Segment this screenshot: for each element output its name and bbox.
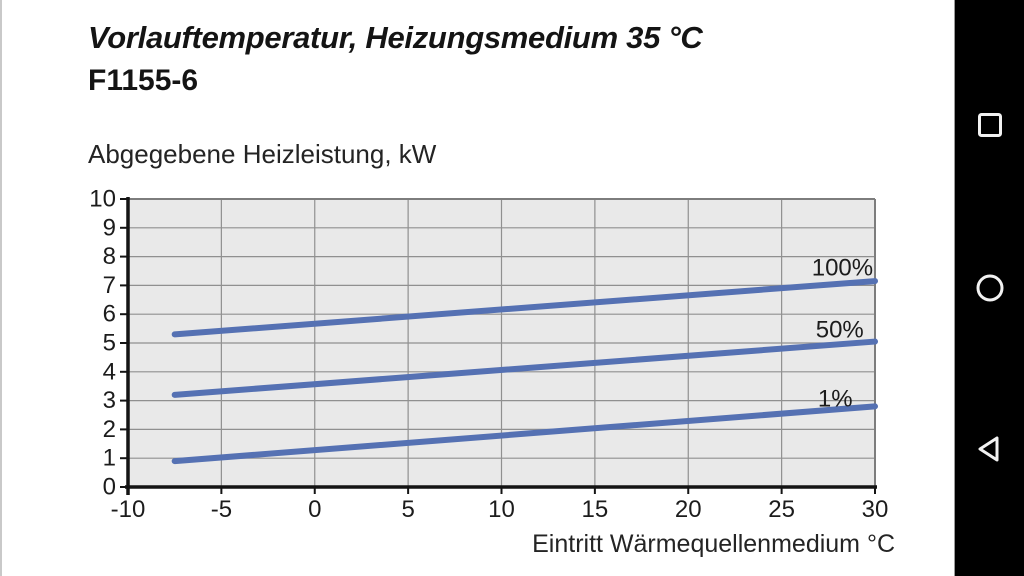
y-tick-label: 6 (103, 301, 116, 328)
model-subtitle: F1155-6 (88, 64, 199, 97)
x-tick-label: -10 (111, 496, 146, 523)
x-tick-label: 20 (675, 496, 702, 523)
x-tick-label: -5 (211, 496, 232, 523)
screen-left-edge-divider (0, 0, 2, 576)
series-label-100%: 100% (812, 255, 873, 282)
x-tick-label: 10 (488, 496, 515, 523)
y-tick-label: 4 (103, 358, 116, 385)
circle-icon (976, 274, 1004, 302)
y-tick-label: 3 (103, 387, 116, 414)
recents-button[interactable] (955, 90, 1024, 160)
y-tick-label: 8 (103, 243, 116, 270)
x-tick-label: 15 (582, 496, 609, 523)
home-button[interactable] (955, 253, 1024, 323)
x-tick-label: 5 (401, 496, 414, 523)
series-label-50%: 50% (816, 317, 864, 344)
series-line-100% (171, 278, 878, 338)
series-label-1%: 1% (818, 386, 853, 413)
y-tick-label: 1 (103, 445, 116, 472)
android-nav-bar (954, 0, 1024, 576)
triangle-left-icon (976, 435, 1004, 463)
x-tick-label: 0 (308, 496, 321, 523)
chart: 100% 50% 1% 0 1 2 3 4 5 6 7 8 9 10 -10 -5 0 5 10 15 20 25 30 (89, 186, 889, 524)
back-button[interactable] (955, 414, 1024, 484)
series-line-50% (171, 338, 878, 398)
square-icon (976, 111, 1004, 139)
y-tick-label: 7 (103, 272, 116, 299)
y-tick-label: 2 (103, 416, 116, 443)
y-tick-label: 5 (103, 330, 116, 357)
x-tick-label: 25 (768, 496, 795, 523)
page-title: Vorlauftemperatur, Heizungsmedium 35 °C (88, 20, 703, 55)
y-tick-label: 9 (103, 214, 116, 241)
y-tick-label: 10 (89, 186, 116, 213)
x-tick-label: 30 (862, 496, 889, 523)
x-axis-title: Eintritt Wärmequellenmedium °C (532, 530, 895, 558)
y-axis-title: Abgegebene Heizleistung, kW (88, 139, 437, 169)
y-tick-label: 0 (103, 474, 116, 501)
series-line-1% (171, 403, 878, 465)
